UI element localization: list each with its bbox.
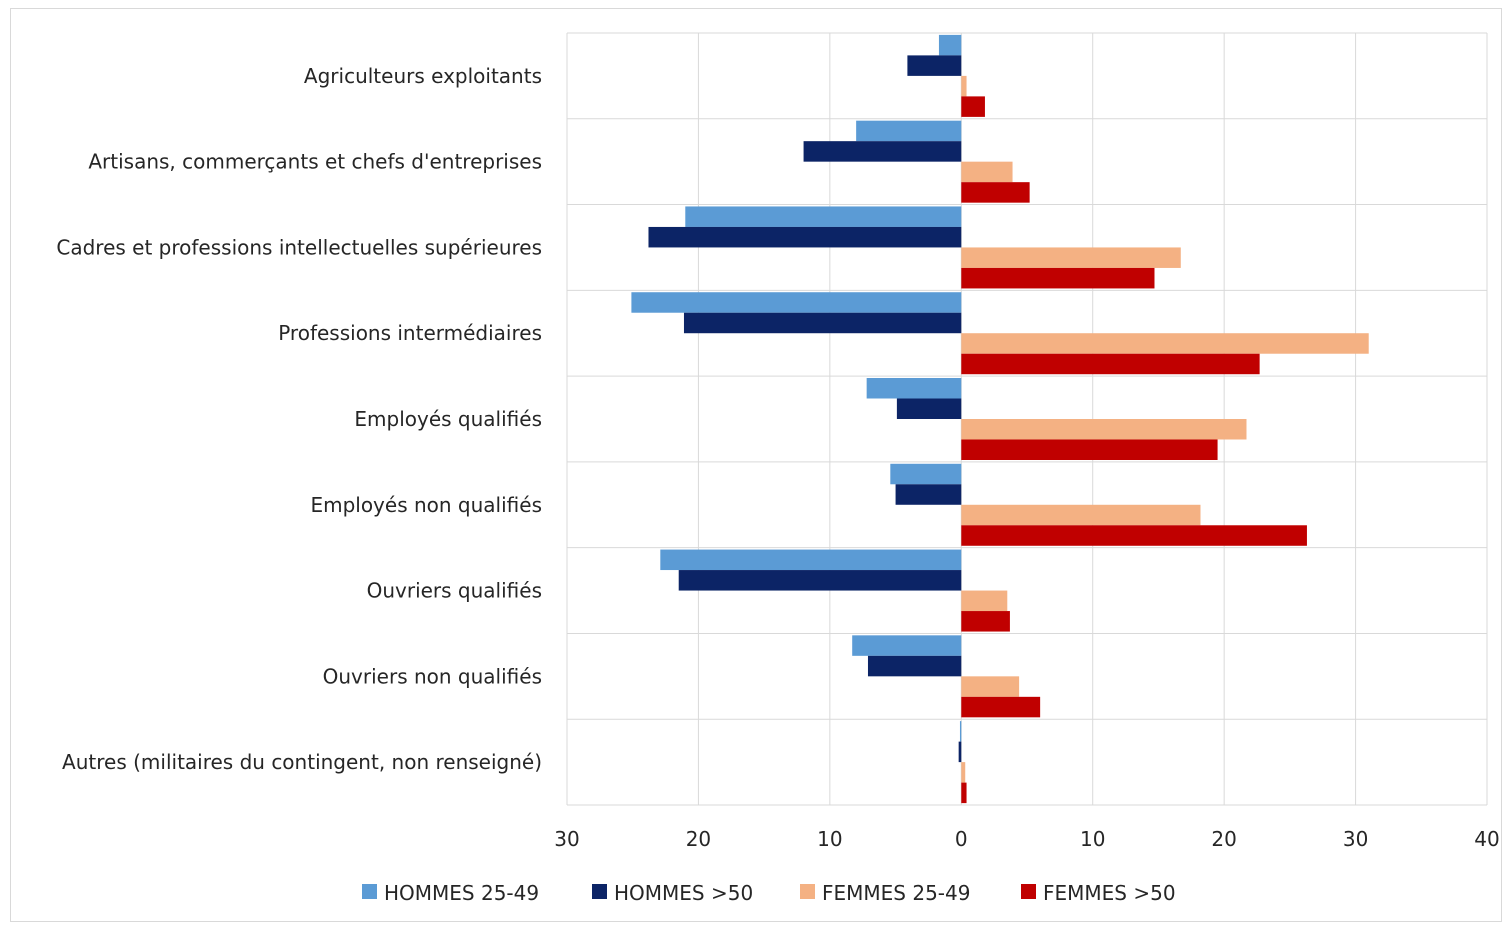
category-label: Ouvriers non qualifiés — [323, 664, 542, 688]
bar-hommes-25-49-0 — [938, 34, 962, 56]
bar-hommes-50-8 — [958, 741, 962, 763]
bar-femmes-50-3 — [961, 353, 1260, 375]
bar-hommes-25-49-7 — [852, 635, 962, 656]
grid-layer — [566, 32, 1488, 806]
bar-hommes-25-49-4 — [866, 378, 962, 399]
bar-femmes-25-49-5 — [961, 504, 1201, 526]
bar-femmes-50-0 — [961, 96, 985, 117]
legend-swatch — [362, 884, 377, 899]
legend-label: FEMMES 25-49 — [822, 881, 970, 905]
bar-hommes-25-49-2 — [685, 206, 962, 227]
bar-hommes-50-0 — [907, 55, 962, 76]
bar-femmes-50-1 — [961, 182, 1030, 203]
x-axis-tick-labels: 30 20 10 0 10 20 30 40 — [554, 827, 1499, 851]
bar-hommes-25-49-8 — [959, 721, 962, 742]
legend-swatch — [800, 884, 815, 899]
bar-femmes-25-49-7 — [961, 676, 1020, 697]
bar-hommes-50-3 — [683, 312, 962, 334]
legend-label: HOMMES >50 — [614, 881, 753, 905]
bar-femmes-25-49-0 — [961, 75, 967, 97]
bar-femmes-25-49-1 — [961, 161, 1013, 183]
x-tick-label: 30 — [554, 827, 579, 851]
bar-femmes-50-8 — [961, 782, 967, 804]
bar-femmes-25-49-8 — [961, 762, 966, 783]
bar-femmes-25-49-6 — [961, 590, 1008, 612]
x-tick-label: 20 — [1211, 827, 1236, 851]
bar-femmes-50-5 — [961, 525, 1307, 546]
x-tick-label: 20 — [686, 827, 711, 851]
legend-swatch — [592, 884, 607, 899]
chart-frame — [10, 8, 1502, 922]
bar-hommes-50-5 — [895, 484, 962, 505]
bar-hommes-50-4 — [896, 398, 962, 419]
category-label: Ouvriers qualifiés — [367, 579, 542, 603]
legend-label: FEMMES >50 — [1043, 881, 1176, 905]
bar-femmes-50-4 — [961, 439, 1218, 460]
category-label: Employés qualifiés — [354, 407, 542, 431]
bar-hommes-25-49-6 — [660, 549, 962, 571]
x-tick-label: 30 — [1343, 827, 1368, 851]
bar-femmes-25-49-2 — [961, 247, 1181, 268]
bar-hommes-50-2 — [648, 226, 962, 248]
x-tick-label: 10 — [817, 827, 842, 851]
bar-hommes-25-49-3 — [631, 292, 962, 313]
category-label: Artisans, commerçants et chefs d'entrepr… — [88, 150, 542, 174]
bar-hommes-50-7 — [867, 655, 962, 677]
x-tick-label: 40 — [1474, 827, 1499, 851]
category-label: Agriculteurs exploitants — [304, 64, 542, 88]
bar-hommes-25-49-1 — [856, 120, 962, 142]
bar-hommes-25-49-5 — [890, 463, 962, 485]
category-label: Employés non qualifiés — [310, 493, 542, 517]
x-tick-label: 10 — [1080, 827, 1105, 851]
bar-femmes-25-49-4 — [961, 419, 1247, 440]
category-label: Autres (militaires du contingent, non re… — [62, 750, 542, 774]
category-labels: Agriculteurs exploitants Artisans, commer… — [56, 64, 542, 774]
bar-hommes-50-1 — [803, 141, 962, 162]
legend-label: HOMMES 25-49 — [384, 881, 539, 905]
bar-femmes-50-6 — [961, 611, 1010, 632]
legend-swatch — [1021, 884, 1036, 899]
category-label: Cadres et professions intellectuelles su… — [56, 235, 542, 259]
legend: HOMMES 25-49 HOMMES >50 FEMMES 25-49 FEMMES… — [362, 881, 1176, 905]
bar-femmes-25-49-3 — [961, 333, 1369, 354]
x-tick-label: 0 — [955, 827, 968, 851]
bars-layer — [631, 34, 1369, 804]
bar-femmes-50-2 — [961, 267, 1155, 289]
bar-femmes-50-7 — [961, 696, 1041, 718]
bar-hommes-50-6 — [678, 570, 962, 591]
category-label: Professions intermédiaires — [278, 321, 542, 345]
